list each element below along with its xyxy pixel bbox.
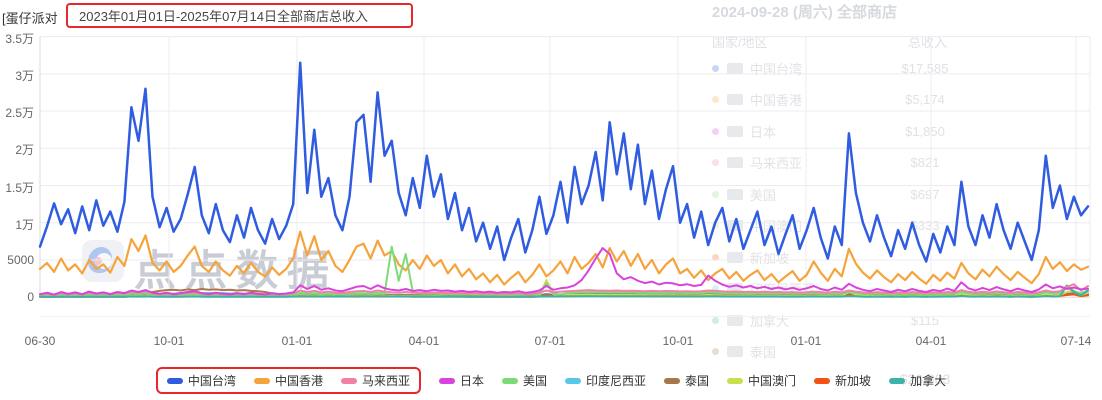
y-tick-label: 1.5万 (5, 180, 34, 195)
legend: 中国台湾 中国香港 马来西亚 日本 美国 印度尼西亚 泰国 中国澳门 新加坡 加拿大 (0, 367, 1102, 394)
legend-label: 日本 (459, 374, 484, 388)
legend-swatch-mo (727, 377, 744, 384)
legend-item-jp[interactable]: 日本 (438, 372, 484, 389)
x-tick-label: 04-01 (915, 334, 947, 348)
legend-item-tw[interactable]: 中国台湾 (166, 372, 236, 389)
legend-item-th[interactable]: 泰国 (664, 372, 709, 389)
x-tick-label: 10-01 (662, 334, 694, 348)
x-tick-label: 01-01 (281, 334, 313, 348)
series-line-tw (38, 61, 1090, 263)
legend-label: 加拿大 (910, 374, 947, 388)
y-tick-label: 2万 (15, 143, 34, 158)
legend-label: 印度尼西亚 (586, 374, 647, 388)
legend-item-sg[interactable]: 新加坡 (814, 372, 871, 389)
legend-label: 马来西亚 (361, 374, 410, 388)
chart-title: 2023年01月01日-2025年07月14日全部商店总收入 (79, 9, 369, 24)
y-tick-label: 1万 (15, 217, 34, 232)
legend-swatch-id (565, 377, 581, 384)
y-tick-label: 2.5万 (5, 106, 34, 121)
legend-label: 中国台湾 (187, 374, 236, 388)
y-tick-label: 5000 (7, 252, 34, 267)
series-line-jp (39, 247, 1089, 296)
legend-highlight-box: 中国台湾 中国香港 马来西亚 (155, 367, 421, 394)
legend-label: 中国香港 (274, 374, 323, 388)
legend-label: 泰国 (685, 374, 710, 388)
y-tick-label: 3万 (15, 68, 34, 83)
legend-swatch-tw (166, 377, 183, 384)
y-tick-label: 3.5万 (5, 31, 34, 46)
series-line-ca (39, 285, 1089, 298)
x-tick-label: 07-01 (534, 334, 566, 348)
x-tick-label: 07-14 (1060, 334, 1092, 348)
series-line-us (39, 245, 1089, 297)
x-tick-label: 06-30 (24, 334, 56, 348)
legend-item-hk[interactable]: 中国香港 (253, 372, 323, 389)
legend-item-ca[interactable]: 加拿大 (889, 372, 946, 389)
x-tick-label: 01-01 (790, 334, 822, 348)
legend-swatch-jp (438, 377, 455, 384)
legend-swatch-ca (889, 377, 906, 384)
legend-label: 新加坡 (835, 374, 872, 388)
x-tick-label: 10-01 (153, 334, 185, 348)
legend-label: 美国 (522, 374, 547, 388)
legend-label: 中国澳门 (748, 374, 797, 388)
legend-item-mo[interactable]: 中国澳门 (727, 372, 796, 389)
x-tick-label: 04-01 (408, 334, 440, 348)
legend-swatch-sg (814, 377, 831, 384)
legend-item-id[interactable]: 印度尼西亚 (565, 372, 646, 389)
y-tick-label: 0 (27, 290, 34, 305)
title-highlight-box: 2023年01月01日-2025年07月14日全部商店总收入 (66, 3, 413, 28)
legend-swatch-th (664, 377, 681, 384)
legend-swatch-us (501, 377, 518, 384)
legend-item-my[interactable]: 马来西亚 (340, 372, 410, 389)
legend-swatch-my (340, 377, 357, 384)
legend-item-us[interactable]: 美国 (501, 372, 547, 389)
series-line-hk (38, 230, 1090, 286)
game-name-prefix: [蛋仔派对 (2, 11, 58, 26)
legend-swatch-hk (253, 377, 270, 384)
